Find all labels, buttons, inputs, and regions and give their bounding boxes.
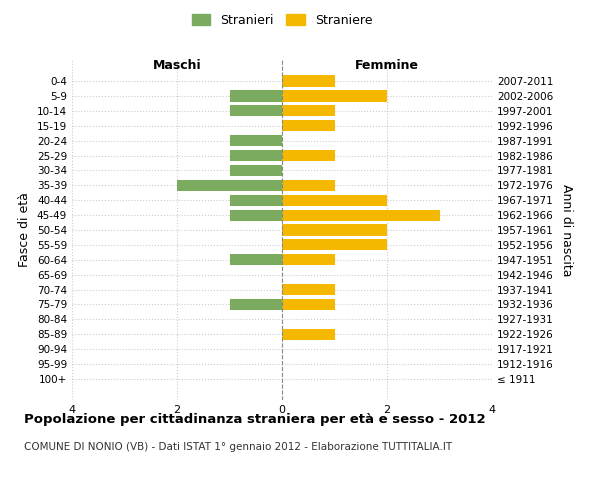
Bar bbox=[282, 284, 335, 295]
Bar bbox=[229, 135, 282, 146]
Bar bbox=[229, 150, 282, 161]
Text: COMUNE DI NONIO (VB) - Dati ISTAT 1° gennaio 2012 - Elaborazione TUTTITALIA.IT: COMUNE DI NONIO (VB) - Dati ISTAT 1° gen… bbox=[24, 442, 452, 452]
Bar bbox=[282, 254, 335, 266]
Bar bbox=[282, 210, 439, 220]
Text: Femmine: Femmine bbox=[355, 59, 419, 72]
Bar bbox=[282, 76, 335, 86]
Y-axis label: Fasce di età: Fasce di età bbox=[19, 192, 31, 268]
Bar bbox=[229, 194, 282, 206]
Bar bbox=[177, 180, 282, 191]
Bar bbox=[282, 224, 387, 235]
Text: Popolazione per cittadinanza straniera per età e sesso - 2012: Popolazione per cittadinanza straniera p… bbox=[24, 412, 485, 426]
Bar bbox=[229, 299, 282, 310]
Bar bbox=[282, 240, 387, 250]
Bar bbox=[282, 194, 387, 206]
Bar bbox=[282, 120, 335, 132]
Bar bbox=[229, 254, 282, 266]
Y-axis label: Anni di nascita: Anni di nascita bbox=[560, 184, 573, 276]
Bar bbox=[229, 90, 282, 102]
Bar bbox=[282, 90, 387, 102]
Bar bbox=[282, 180, 335, 191]
Text: Maschi: Maschi bbox=[152, 59, 202, 72]
Bar bbox=[229, 105, 282, 117]
Bar bbox=[282, 328, 335, 340]
Bar bbox=[282, 105, 335, 117]
Bar bbox=[282, 150, 335, 161]
Bar bbox=[229, 210, 282, 220]
Bar bbox=[229, 165, 282, 176]
Legend: Stranieri, Straniere: Stranieri, Straniere bbox=[187, 8, 377, 32]
Bar bbox=[282, 299, 335, 310]
